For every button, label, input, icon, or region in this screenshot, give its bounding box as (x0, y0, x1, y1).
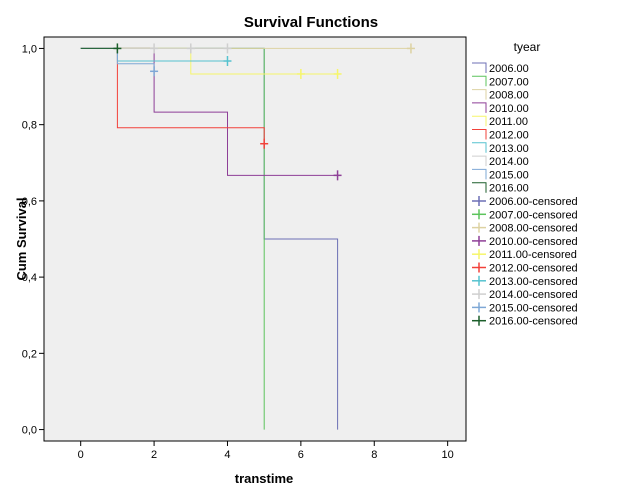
legend-label: 2012.00-censored (489, 263, 578, 275)
censor-marks (113, 43, 415, 181)
y-tick-label: 0,4 (22, 272, 37, 284)
censor-mark-2010.00 (333, 170, 342, 181)
legend-entry: 2010.00 (472, 102, 529, 115)
censor-mark-2015.00 (150, 66, 159, 77)
legend-line-swatch (472, 168, 487, 180)
legend-label: 2015.00-censored (489, 302, 578, 314)
x-tick-label: 4 (224, 449, 230, 461)
legend-entry: 2011.00-censored (472, 249, 577, 261)
legend-entry: 2016.00 (472, 182, 529, 195)
censor-mark-2014.00 (186, 43, 195, 54)
x-tick-label: 10 (442, 449, 454, 461)
legend-line-swatch (472, 129, 487, 140)
legend-entry: 2015.00-censored (472, 302, 578, 314)
legend-censor-swatch (472, 249, 486, 260)
legend-censor-swatch (472, 302, 486, 313)
legend-entry: 2012.00-censored (472, 262, 578, 275)
legend-entry: 2014.00 (472, 155, 529, 168)
x-axis-title: transtime (235, 471, 294, 486)
legend-entry: 2008.00 (472, 89, 529, 102)
legend-entry: 2015.00 (472, 168, 529, 181)
legend-entry: 2007.00 (472, 75, 529, 88)
legend-entry: 2011.00 (472, 115, 528, 128)
y-tick-label: 1,0 (22, 43, 37, 55)
legend-label: 2007.00 (489, 76, 529, 88)
legend-label: 2010.00-censored (489, 236, 578, 248)
legend-line-swatch (472, 142, 487, 153)
legend-line-swatch (472, 155, 487, 167)
legend-censor-swatch (472, 222, 486, 233)
legend-label: 2007.00-censored (489, 209, 578, 221)
legend-label: 2011.00-censored (489, 249, 577, 261)
legend-title: tyear (514, 40, 541, 54)
legend-censor-swatch (472, 196, 486, 206)
y-tick-label: 0,8 (22, 120, 37, 132)
legend-censor-swatch (472, 209, 486, 220)
legend-entry: 2014.00-censored (472, 289, 578, 301)
legend-label: 2011.00 (489, 116, 528, 128)
censor-mark-2016.00 (113, 43, 122, 54)
legend-censor-swatch (472, 289, 486, 300)
legend-line-swatch (472, 62, 487, 73)
legend-label: 2008.00-censored (489, 223, 578, 235)
chart-title: Survival Functions (244, 14, 378, 31)
legend-label: 2006.00-censored (489, 196, 578, 208)
legend-label: 2014.00 (489, 156, 529, 168)
y-tick-label: 0,2 (22, 348, 37, 360)
x-tick-label: 0 (78, 449, 84, 461)
series-layer (80, 47, 411, 430)
legend-entry: 2016.00-censored (472, 315, 578, 328)
y-axis-title: Cum Survival (14, 197, 29, 280)
legend-label: 2014.00-censored (489, 289, 578, 301)
legend-label: 2006.00 (489, 63, 529, 75)
y-tick-label: 0,6 (22, 196, 37, 208)
legend-label: 2012.00 (489, 130, 529, 142)
legend-censor-swatch (472, 315, 486, 326)
legend-label: 2013.00 (489, 143, 529, 155)
plot-area (43, 36, 467, 442)
x-tick-label: 2 (151, 449, 157, 461)
legend-label: 2015.00 (489, 169, 529, 181)
legend-label: 2008.00 (489, 90, 529, 102)
censor-mark-2011.00 (296, 68, 305, 79)
censor-mark-2012.00 (260, 138, 269, 149)
legend-label: 2016.00-censored (489, 316, 578, 328)
legend-censor-swatch (472, 275, 486, 286)
legend-line-swatch (472, 89, 487, 100)
legend-entry: 2013.00-censored (472, 275, 578, 288)
censor-mark-2011.00 (333, 68, 342, 79)
y-tick-label: 0,0 (22, 425, 37, 437)
legend-line-swatch (472, 182, 487, 193)
legend-label: 2013.00-censored (489, 276, 578, 288)
legend-line-swatch (472, 115, 487, 127)
legend-entry: 2006.00-censored (472, 196, 578, 208)
legend-entry: 2008.00-censored (472, 222, 578, 235)
legend-entry: 2012.00 (472, 129, 529, 142)
legend-entry: 2007.00-censored (472, 209, 578, 221)
censor-mark-2013.00 (223, 56, 232, 67)
censor-mark-2008.00 (406, 43, 415, 54)
legend-censor-swatch (472, 235, 486, 246)
legend-label: 2016.00 (489, 183, 529, 195)
censor-mark-2014.00 (150, 43, 159, 54)
legend-label: 2010.00 (489, 103, 529, 115)
legend-entry: 2010.00-censored (472, 235, 578, 248)
censor-mark-2014.00 (223, 43, 232, 54)
legend-entry: 2013.00 (472, 142, 529, 155)
legend-censor-swatch (472, 262, 486, 273)
x-tick-label: 6 (298, 449, 304, 461)
x-tick-label: 8 (371, 449, 377, 461)
axes: 0 2 4 6 8 10 0,0 0,2 0,4 0,6 0,8 1,0 (22, 43, 454, 461)
legend-entry: 2006.00 (472, 62, 529, 75)
legend-line-swatch (472, 102, 487, 113)
legend-line-swatch (472, 75, 487, 87)
